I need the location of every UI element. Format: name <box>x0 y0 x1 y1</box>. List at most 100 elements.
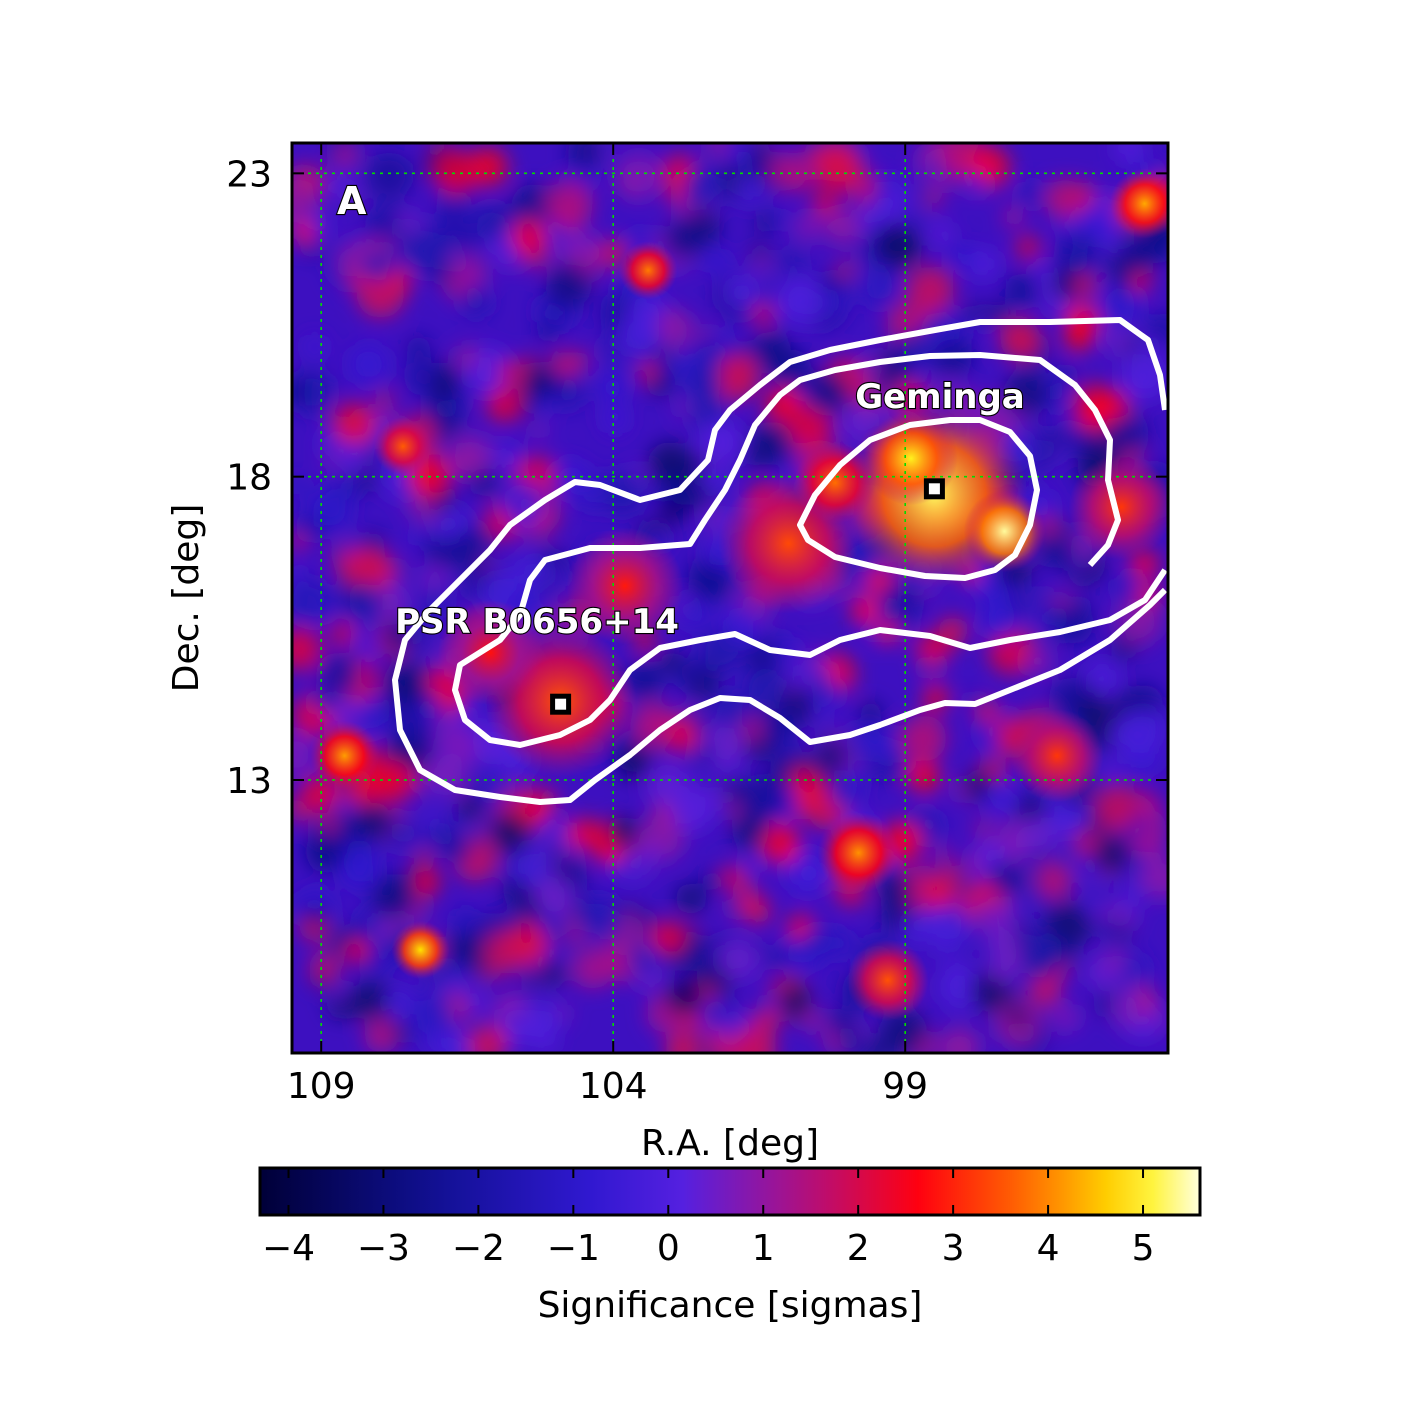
noise-blob <box>600 404 630 434</box>
noise-blob <box>940 863 964 888</box>
noise-blob <box>1035 262 1055 283</box>
noise-blob <box>829 1007 851 1029</box>
y-tick-label: 13 <box>226 761 272 802</box>
noise-blob <box>292 476 307 496</box>
noise-blob <box>776 743 794 762</box>
noise-blob <box>948 242 976 271</box>
noise-blob <box>493 999 541 1046</box>
noise-blob <box>765 994 783 1012</box>
noise-blob <box>615 153 663 201</box>
noise-blob <box>1085 660 1119 694</box>
noise-blob <box>1055 231 1100 276</box>
noise-blob <box>292 380 306 404</box>
colorbar-tick-label: 2 <box>847 1228 870 1269</box>
noise-blob <box>728 143 755 170</box>
noise-blob <box>449 531 485 566</box>
noise-blob <box>292 565 303 584</box>
bright-region <box>566 527 684 645</box>
noise-blob <box>409 992 455 1038</box>
noise-blob <box>468 147 508 187</box>
noise-blob <box>292 732 317 777</box>
noise-blob <box>901 911 934 944</box>
noise-blob <box>392 1024 411 1043</box>
colorbar-tick-label: −4 <box>262 1228 315 1269</box>
noise-blob <box>599 847 616 864</box>
noise-blob <box>396 211 421 236</box>
noise-blob <box>926 158 944 176</box>
noise-blob <box>877 578 925 625</box>
colorbar-label: Significance [sigmas] <box>538 1285 923 1326</box>
noise-blob <box>939 1027 980 1053</box>
noise-blob <box>876 225 922 271</box>
noise-blob <box>537 320 559 343</box>
noise-blob <box>1074 274 1097 296</box>
noise-blob <box>332 402 375 445</box>
noise-blob <box>1102 410 1150 458</box>
noise-blob <box>823 928 853 958</box>
noise-blob <box>384 988 412 1016</box>
noise-blob <box>404 359 440 396</box>
noise-blob <box>327 172 357 202</box>
noise-blob <box>726 898 748 919</box>
noise-blob <box>973 820 992 838</box>
noise-blob <box>972 898 998 923</box>
noise-blob <box>907 760 940 793</box>
noise-blob <box>1073 855 1093 876</box>
bright-region <box>1010 709 1104 803</box>
noise-blob <box>293 222 315 244</box>
noise-blob <box>305 907 326 928</box>
noise-blob <box>667 784 715 832</box>
noise-blob <box>928 221 953 246</box>
noise-blob <box>665 978 703 1016</box>
noise-blob <box>577 895 621 940</box>
noise-blob <box>813 191 838 216</box>
bright-regions <box>309 168 1168 1022</box>
noise-blob <box>302 334 327 359</box>
noise-blob <box>413 849 434 870</box>
contour-inner <box>797 417 1040 581</box>
noise-blob <box>753 304 774 325</box>
noise-blob <box>1114 143 1144 163</box>
axis-ticks: 109 104 99 23 18 13 <box>226 143 1168 1107</box>
noise-blob <box>1093 834 1132 873</box>
noise-blob <box>1051 1003 1080 1032</box>
noise-blob <box>486 387 522 423</box>
noise-blob <box>813 144 861 193</box>
colorbar-tick-label: 5 <box>1132 1228 1155 1269</box>
noise-blob <box>988 926 1020 958</box>
noise-blob <box>545 180 593 229</box>
noise-blob <box>775 982 812 1020</box>
noise-blob <box>363 531 384 552</box>
bright-region <box>1068 454 1168 560</box>
noise-blob <box>724 273 761 310</box>
noise-blob <box>677 596 711 630</box>
bright-region <box>963 490 1046 573</box>
noise-blob <box>790 664 809 683</box>
noise-blob <box>448 839 473 865</box>
noise-blob <box>352 980 393 1022</box>
noise-blob <box>630 702 677 749</box>
noise-blob <box>980 600 1021 640</box>
noise-blob <box>1003 370 1050 416</box>
noise-blob <box>1031 585 1048 602</box>
x-tick-label: 109 <box>287 1066 356 1107</box>
noise-blob <box>338 848 381 890</box>
noise-blob <box>964 304 983 322</box>
noise-blob <box>529 422 548 441</box>
noise-blob <box>694 564 729 599</box>
colorbar-tick-label: 3 <box>942 1228 965 1269</box>
x-tick-label: 104 <box>579 1066 648 1107</box>
noise-blob <box>617 849 651 883</box>
noise-blob <box>309 605 329 626</box>
noise-blob <box>804 370 851 416</box>
noise-blob <box>718 938 760 980</box>
noise-blob <box>434 719 467 752</box>
noise-blob <box>446 932 473 960</box>
noise-blob <box>652 921 685 954</box>
source-marker <box>923 478 945 500</box>
noise-blob <box>435 1029 474 1053</box>
noise-blob <box>433 150 478 195</box>
noise-blob <box>446 248 471 274</box>
noise-blob <box>551 352 569 370</box>
noise-blob <box>1045 179 1086 219</box>
